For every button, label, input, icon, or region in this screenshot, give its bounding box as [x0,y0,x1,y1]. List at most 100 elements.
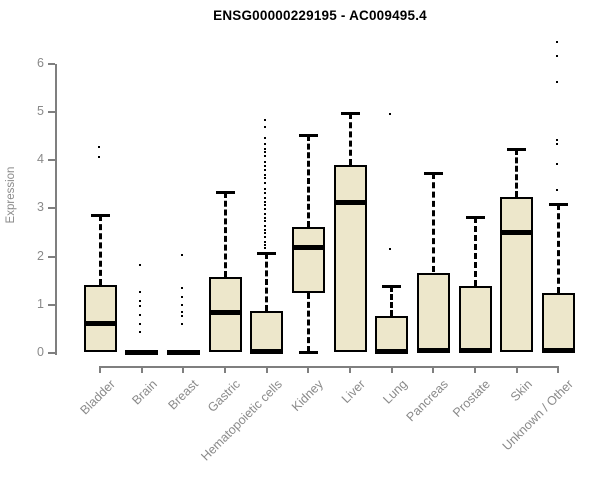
outlier-point [139,304,142,307]
boxplot-box [250,311,284,353]
outlier-point [264,200,267,203]
boxplot-box [375,316,409,353]
y-tick-label: 5 [37,104,44,118]
boxplot-box [291,226,325,293]
outlier-point [139,300,142,303]
whisker-cap [257,251,277,255]
outlier-point [264,137,267,140]
whisker-line [431,173,435,273]
whisker-cap [340,112,360,116]
outlier-point [264,177,267,180]
outlier-point [264,126,267,129]
outlier-point [97,146,100,149]
outlier-point [180,304,183,307]
boxplot-median [125,349,159,355]
outlier-point [264,220,267,223]
whisker-cap [548,203,568,207]
whisker-cap [215,191,235,194]
y-axis-tick [48,303,55,306]
outlier-point [264,212,267,215]
boxplot-box [208,277,242,353]
whisker-line [223,192,227,278]
chart-title: ENSG00000229195 - AC009495.4 [213,8,427,23]
outlier-point [555,54,558,57]
outlier-point [555,142,558,145]
outlier-point [264,197,267,200]
boxplot-box [541,292,575,353]
outlier-point [264,119,267,122]
outlier-point [264,244,267,247]
whisker-line [515,148,519,197]
outlier-point [264,204,267,207]
y-tick-label: 0 [37,345,44,359]
whisker-cap [507,147,527,151]
outlier-point [264,192,267,195]
outlier-point [555,80,558,83]
boxplot-median [291,245,325,251]
outlier-point [180,295,183,298]
outlier-point [139,314,142,317]
whisker-cap [423,172,443,176]
y-tick-label: 1 [37,296,44,311]
outlier-point [264,169,267,172]
x-axis-tick [265,366,268,373]
boxplot-median [208,309,242,315]
y-axis-tick [48,62,55,65]
outlier-point [264,182,267,185]
outlier-point [264,208,267,211]
y-tick-label: 2 [37,248,44,263]
x-axis-tick [307,366,310,373]
outlier-point [264,228,267,231]
outlier-point [180,287,183,290]
outlier-point [389,112,392,115]
outlier-point [139,290,142,293]
whisker-line [556,204,560,293]
outlier-point [180,253,183,256]
x-axis-tick [557,366,560,373]
whisker-line [390,286,394,317]
boxplot-median [416,348,450,354]
x-axis-tick [224,366,226,373]
boxplot-median [458,348,492,354]
boxplot-box [416,272,450,353]
whisker-line [98,214,102,285]
x-axis-tick [432,366,435,373]
x-axis-tick [182,366,185,373]
boxplot-median [541,348,575,354]
outlier-point [264,224,267,227]
x-axis-tick [474,366,477,373]
whisker-cap [298,351,318,355]
boxplot-median [333,199,367,205]
boxplot-box [83,284,117,352]
boxplot-median [250,348,284,354]
outlier-point [555,188,558,191]
y-tick-label: 4 [37,152,44,167]
boxplot-median [83,320,117,326]
outlier-point [264,187,267,190]
outlier-point [97,156,100,159]
outlier-point [264,147,267,150]
whisker-cap [298,133,318,137]
x-axis-tick [390,366,393,373]
outlier-point [264,173,267,176]
x-axis-tick [99,366,101,373]
outlier-point [264,236,267,239]
outlier-point [264,165,267,168]
outlier-point [180,315,183,318]
y-axis-line [55,63,57,355]
whisker-line [265,252,269,312]
outlier-point [264,160,267,163]
whisker-line [473,216,477,287]
outlier-point [555,163,558,166]
x-axis-tick [140,366,143,373]
outlier-point [264,247,267,250]
x-axis-tick [349,366,352,373]
y-tick-label: 6 [37,55,44,70]
x-axis-line [99,366,560,368]
y-axis-tick [48,352,55,354]
x-axis-tick [515,366,518,373]
outlier-point [180,311,183,314]
outlier-point [555,40,558,43]
outlier-point [139,330,142,333]
